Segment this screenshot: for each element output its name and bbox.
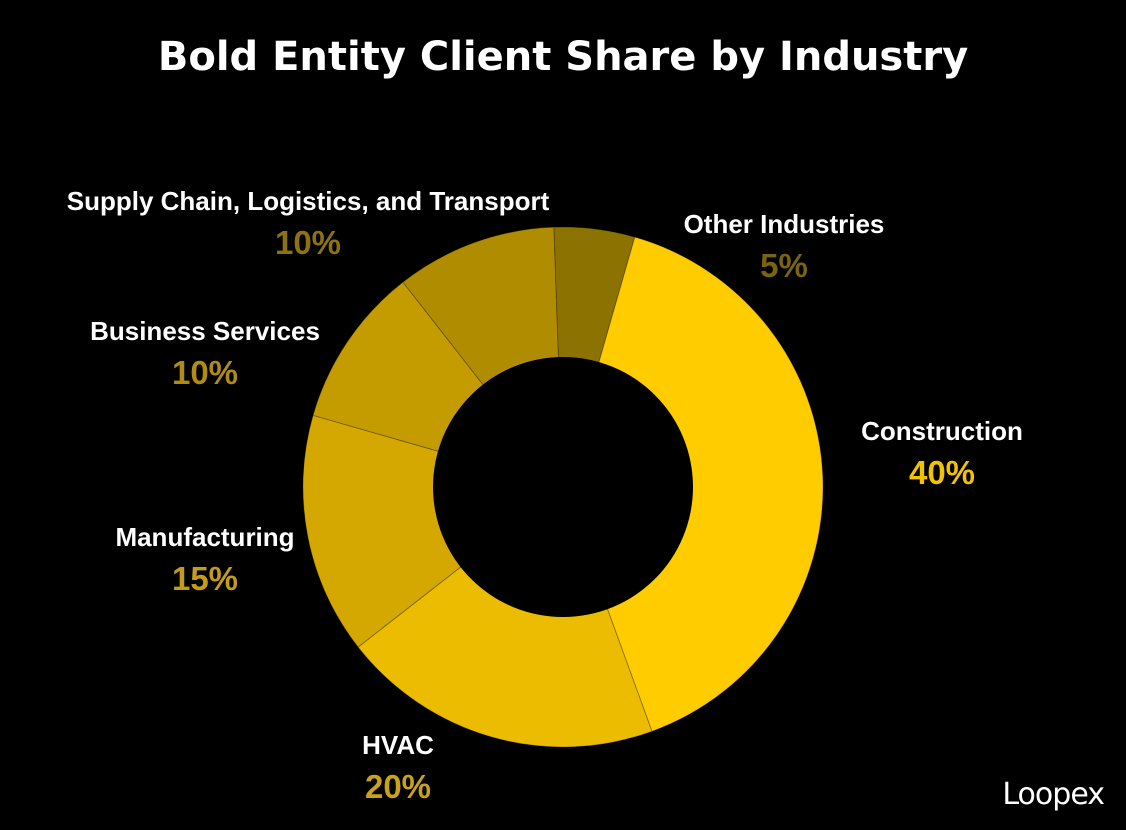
slice-label-value: 10% — [275, 224, 341, 261]
slice-labels: Construction 40% HVAC 20% Manufacturing 15% Bu… — [67, 186, 1023, 805]
slice-construction — [562, 236, 824, 732]
loopex-logo: Loopex — [1002, 777, 1105, 812]
slice-label-name: Other Industries — [684, 209, 885, 239]
slice-label-name: Supply Chain, Logistics, and Transport — [67, 186, 550, 216]
slice-label-name: HVAC — [362, 730, 434, 760]
donut-hole — [433, 357, 693, 617]
slice-label-name: Manufacturing — [115, 522, 294, 552]
slice-label-value: 10% — [172, 354, 238, 391]
slice-label-name: Business Services — [90, 316, 320, 346]
chart-title: Bold Entity Client Share by Industry — [157, 34, 969, 80]
slice-label-value: 15% — [172, 560, 238, 597]
slice-label-value: 40% — [909, 454, 975, 491]
slice-label-name: Construction — [861, 416, 1023, 446]
slice-label-value: 5% — [760, 247, 808, 284]
slice-label-value: 20% — [365, 768, 431, 805]
